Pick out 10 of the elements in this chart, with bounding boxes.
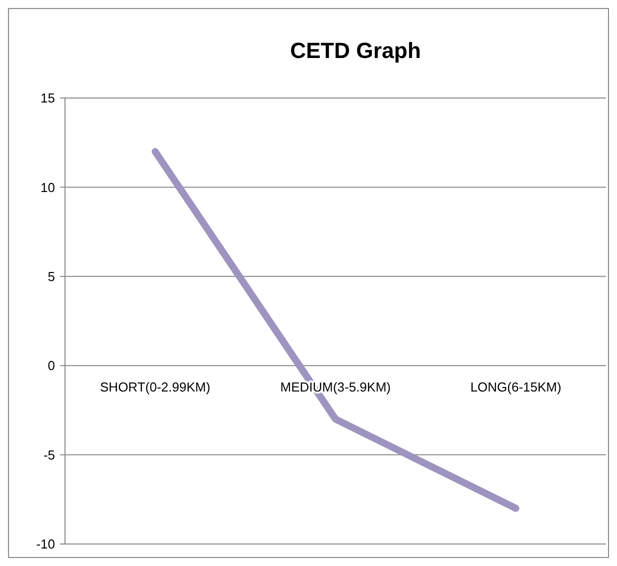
y-tick-label: -10 [36,536,55,552]
y-tick-label: -5 [43,447,55,462]
x-tick-label: LONG(6-15KM) [470,380,562,395]
x-tick-label: MEDIUM(3-5.9KM) [280,380,391,395]
y-tick-label: 5 [48,268,55,284]
y-tick-label: 10 [40,180,55,195]
x-tick-label: SHORT(0-2.99KM) [100,380,210,395]
y-tick-label: 15 [40,90,55,106]
y-tick-label: 0 [48,358,55,374]
chart-title: CETD Graph [290,38,421,63]
